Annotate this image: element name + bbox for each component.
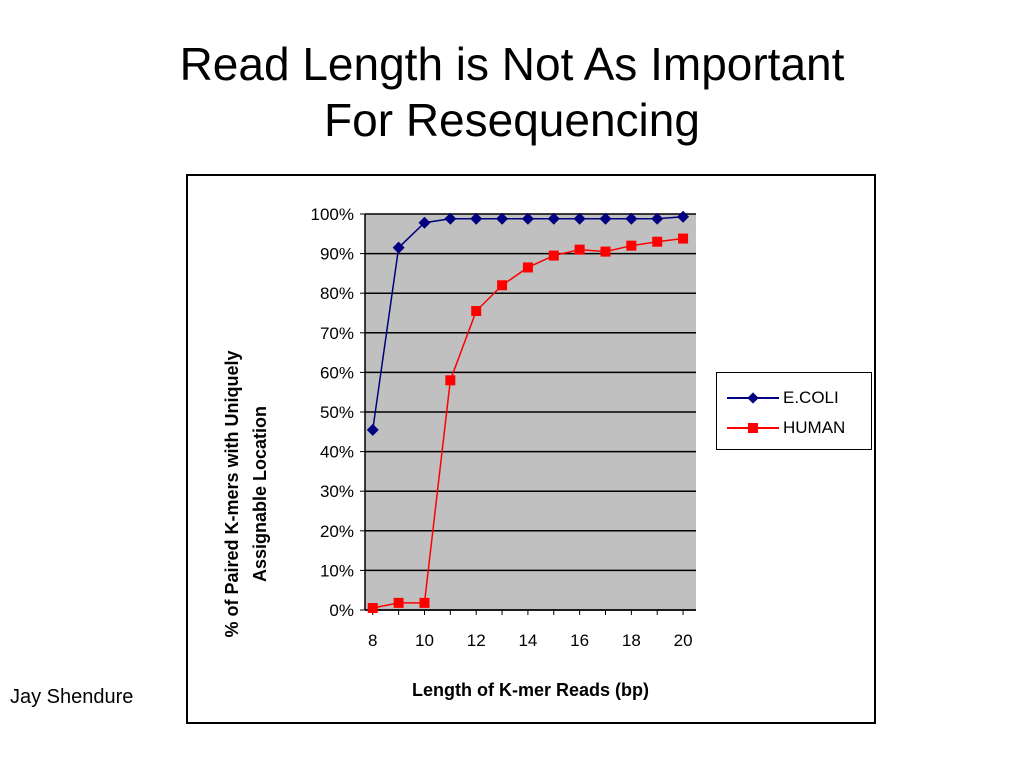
data-point-e-coli — [599, 212, 612, 225]
y-axis-title-line-1: % of Paired K-mers with Uniquely — [222, 350, 242, 637]
data-point-human — [600, 246, 611, 257]
data-point-e-coli — [625, 212, 638, 225]
chart-legend: E.COLI HUMAN — [716, 372, 872, 450]
y-axis-title-line-2: Assignable Location — [250, 406, 270, 582]
legend-item-human: HUMAN — [727, 417, 845, 439]
y-tick-label: 10% — [320, 561, 354, 580]
data-point-human — [626, 240, 637, 251]
data-point-human — [367, 603, 378, 614]
data-point-e-coli — [496, 212, 509, 225]
data-point-e-coli — [651, 212, 664, 225]
legend-label-human: HUMAN — [783, 418, 846, 437]
slide-title-line-1: Read Length is Not As Important — [179, 38, 845, 90]
series-e-coli — [366, 210, 690, 436]
data-point-human — [419, 597, 430, 608]
y-tick-label: 100% — [311, 205, 354, 224]
data-point-human — [548, 250, 559, 261]
x-axis-title: Length of K-mer Reads (bp) — [412, 680, 649, 700]
square-marker-icon — [748, 423, 758, 433]
data-point-e-coli — [392, 241, 405, 254]
series-layer — [366, 210, 690, 614]
legend-swatch-human — [727, 419, 779, 437]
diamond-marker-icon — [747, 392, 759, 404]
y-tick-label: 0% — [329, 601, 354, 620]
slide-title-line-2: For Resequencing — [324, 94, 700, 146]
line-chart: 0% 10% 20% 30% 40% 50% 60% 70% 80% 90% 100% 8 10 12 1… — [222, 205, 696, 700]
legend-swatch-ecoli — [727, 389, 779, 407]
legend-label-ecoli: E.COLI — [783, 388, 839, 407]
data-point-e-coli — [470, 212, 483, 225]
y-tick-label: 20% — [320, 522, 354, 541]
data-point-e-coli — [677, 210, 690, 223]
y-tick-labels: 0% 10% 20% 30% 40% 50% 60% 70% 80% 90% 100% — [311, 205, 354, 620]
chart-frame: 0% 10% 20% 30% 40% 50% 60% 70% 80% 90% 100% 8 10 12 1… — [186, 174, 876, 724]
y-tick-label: 40% — [320, 443, 354, 462]
data-point-e-coli — [573, 212, 586, 225]
y-tick-label: 80% — [320, 284, 354, 303]
data-point-human — [522, 262, 533, 273]
data-point-e-coli — [521, 212, 534, 225]
data-point-human — [393, 597, 404, 608]
x-tick-label: 14 — [518, 631, 537, 650]
y-tick-label: 60% — [320, 363, 354, 382]
y-tick-label: 50% — [320, 403, 354, 422]
x-tick-label: 8 — [368, 631, 377, 650]
x-tick-labels: 8 10 12 14 16 18 20 — [368, 631, 693, 650]
legend-item-ecoli: E.COLI — [727, 387, 839, 409]
x-tick-label: 10 — [415, 631, 434, 650]
y-axis-title: % of Paired K-mers with Uniquely Assigna… — [222, 350, 270, 637]
data-point-human — [497, 280, 508, 291]
data-point-human — [574, 244, 585, 255]
data-point-human — [652, 236, 663, 247]
series-human — [367, 233, 689, 614]
y-tick-label: 90% — [320, 245, 354, 264]
data-point-e-coli — [418, 216, 431, 229]
x-tick-label: 18 — [622, 631, 641, 650]
x-tick-label: 20 — [674, 631, 693, 650]
y-tick-label: 30% — [320, 482, 354, 501]
data-point-e-coli — [444, 212, 457, 225]
axes — [360, 213, 696, 615]
data-point-human — [678, 233, 689, 244]
slide-title: Read Length is Not As Important For Rese… — [0, 36, 1024, 148]
data-point-e-coli — [366, 423, 379, 436]
grid-lines — [365, 213, 696, 611]
data-point-e-coli — [547, 212, 560, 225]
x-tick-label: 16 — [570, 631, 589, 650]
data-point-human — [445, 375, 456, 386]
data-point-human — [471, 306, 482, 317]
x-tick-label: 12 — [467, 631, 486, 650]
author-credit: Jay Shendure — [10, 686, 134, 708]
y-tick-label: 70% — [320, 324, 354, 343]
